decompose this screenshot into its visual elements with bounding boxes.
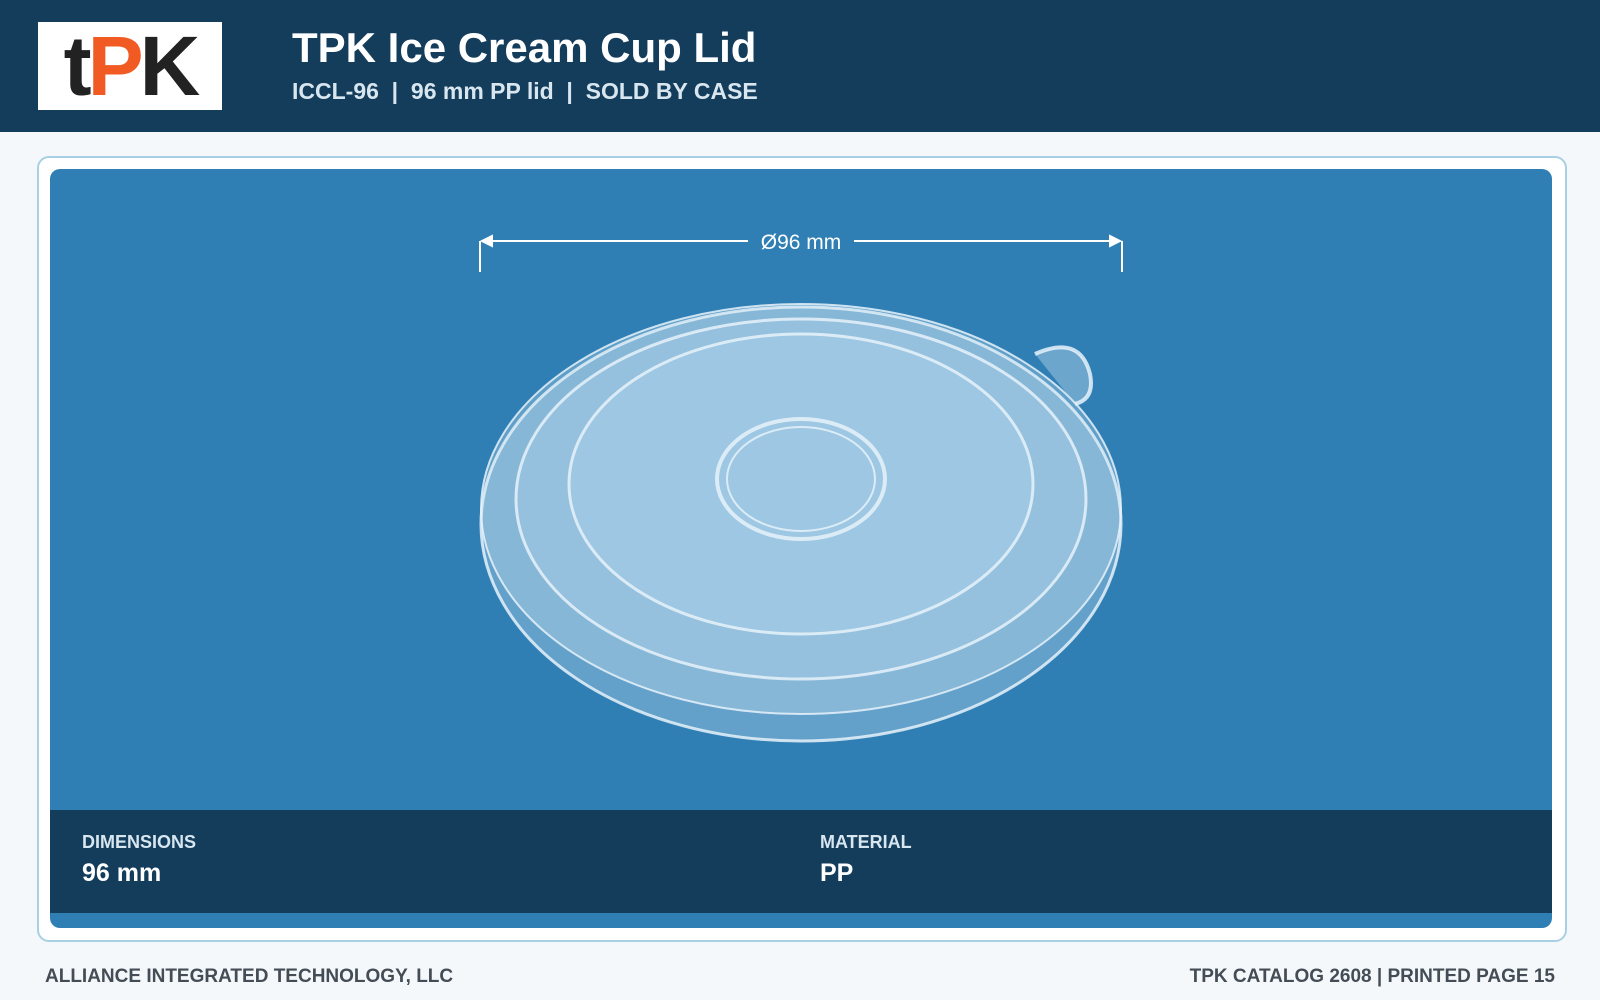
logo-letter: P bbox=[87, 19, 144, 113]
subtitle: ICCL-96 | 96 mm PP lid | SOLD BY CASE bbox=[292, 78, 758, 104]
product-image-panel: Ø96 mm DIMENSIONS 96 mm MATERIAL PP bbox=[50, 169, 1552, 928]
logo-letter: K bbox=[139, 19, 201, 113]
spec-value: PP bbox=[820, 859, 854, 887]
logo: tPK bbox=[38, 22, 222, 110]
dimension-label: Ø96 mm bbox=[761, 231, 842, 254]
spec-label: MATERIAL bbox=[820, 832, 912, 852]
spec: MATERIAL PP bbox=[820, 832, 912, 888]
logo-letter: t bbox=[63, 19, 92, 113]
footer-right: TPK CATALOG 2608 | PRINTED PAGE 15 bbox=[1189, 966, 1555, 987]
spec: DIMENSIONS 96 mm bbox=[82, 832, 196, 888]
spec-label: DIMENSIONS bbox=[82, 832, 197, 852]
product-illustration: Ø96 mm bbox=[479, 231, 1123, 743]
spec-bar: DIMENSIONS 96 mm MATERIAL PP bbox=[50, 810, 1552, 913]
header: tPK TPK Ice Cream Cup Lid ICCL-96 | 96 m… bbox=[0, 0, 1600, 132]
spec-value: 96 mm bbox=[82, 859, 162, 887]
footer-left: ALLIANCE INTEGRATED TECHNOLOGY, LLC bbox=[45, 966, 454, 987]
title: TPK Ice Cream Cup Lid bbox=[292, 24, 757, 71]
